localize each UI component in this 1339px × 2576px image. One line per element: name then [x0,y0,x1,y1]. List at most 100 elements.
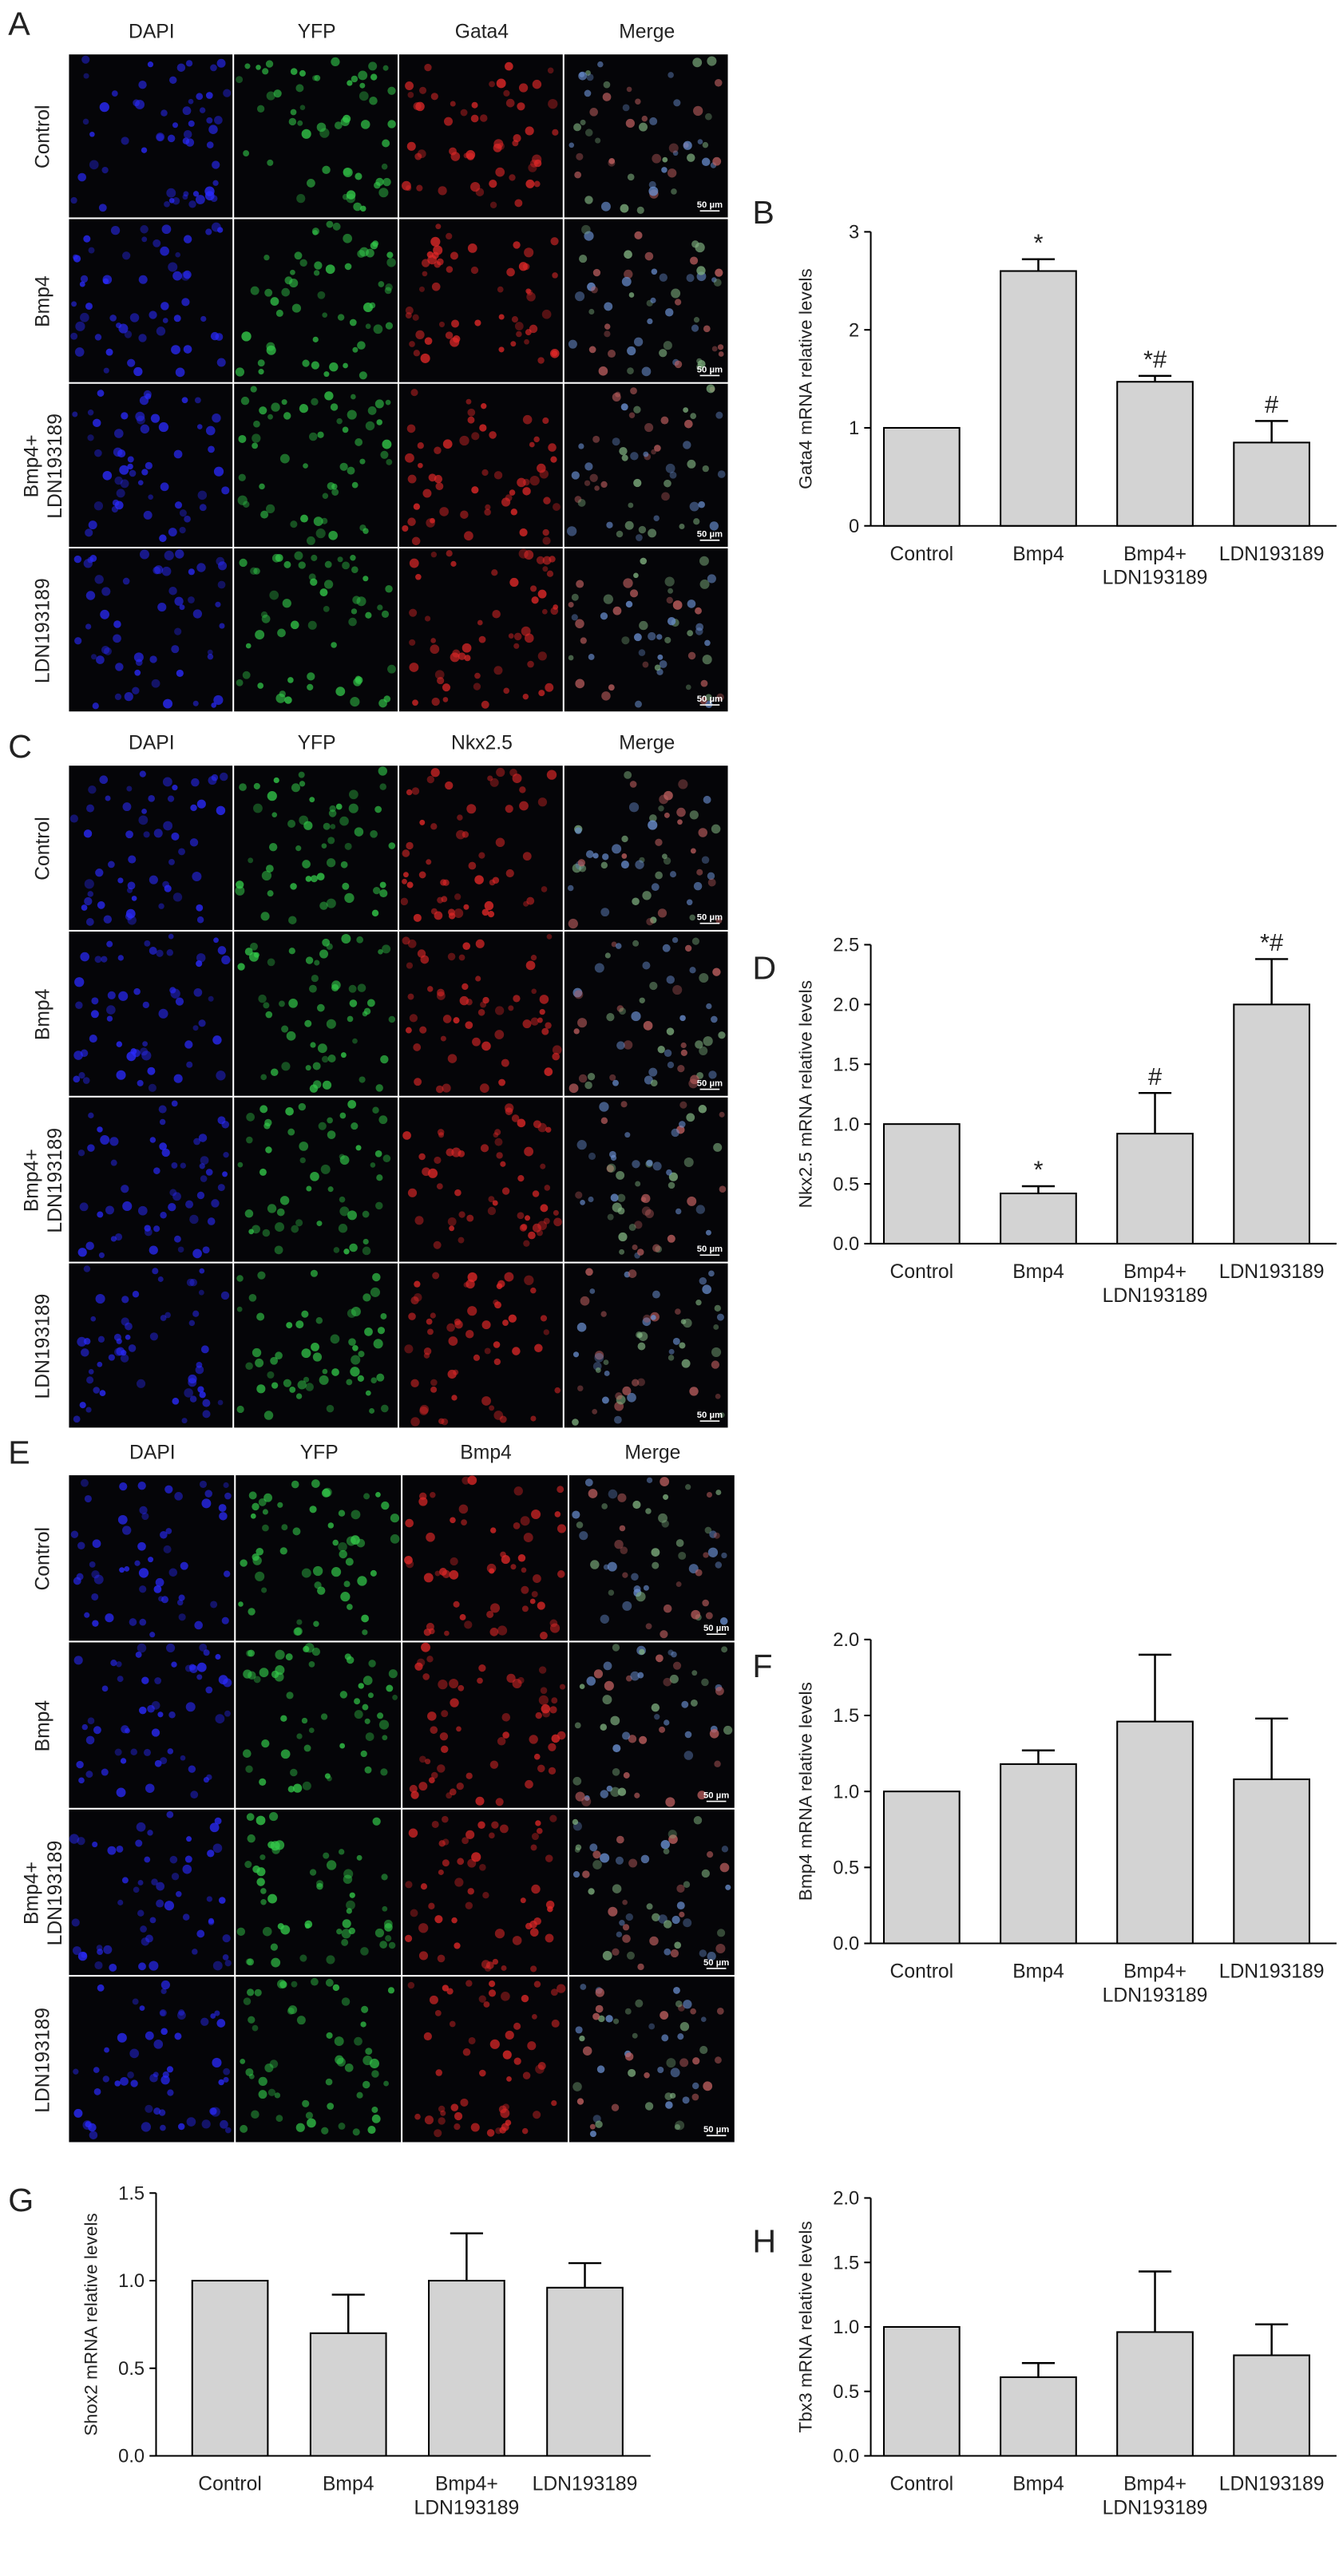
cell [120,479,129,489]
cell [201,1498,212,1509]
cell [348,803,359,813]
cell [474,672,481,679]
cell [482,1892,489,1899]
cell [668,1181,675,1189]
cell [242,1749,252,1759]
cell [213,466,224,477]
cell [467,408,476,417]
cell [622,1386,632,1395]
cell [342,426,349,433]
cell [451,319,460,328]
cell [128,1344,137,1352]
cell [248,1229,254,1235]
cell [378,698,387,708]
cell [149,1917,156,1924]
cell [91,1570,100,1579]
row-label: LDN193189 [33,1294,54,1399]
cell [74,977,85,987]
cell [168,197,175,204]
cell [453,1601,460,1608]
cell [335,803,343,810]
cell [636,1248,644,1256]
cell [121,1296,129,1304]
cell [687,630,694,637]
cell [417,442,424,449]
significance-mark: * [1033,1156,1043,1184]
cell [709,521,719,531]
cell [109,1963,117,1972]
cell [240,396,250,406]
cell [602,1950,612,1961]
cell [638,1332,648,1342]
cell [651,1548,660,1557]
cell [592,1860,602,1870]
cell [188,596,195,603]
cell [185,138,195,147]
cell [551,2099,557,2107]
cell [521,1585,529,1594]
cell [169,76,177,85]
cell [584,1081,592,1090]
cell [291,783,300,793]
cell [621,835,628,843]
cell [684,1731,692,1739]
cell [116,1338,122,1344]
cell [376,419,382,425]
cell [291,303,302,313]
cell [265,1011,273,1019]
cell [311,1977,319,1986]
cell [636,1378,645,1387]
cell [667,168,677,178]
cell [91,1593,99,1601]
cell [127,358,136,367]
cell [330,1334,340,1344]
cell [701,1678,709,1687]
cell [166,1643,176,1652]
cell [458,1211,465,1218]
cell [163,698,173,709]
scale-bar-label: 50 µm [703,1791,729,1800]
cell [671,188,677,195]
cell [494,1929,505,1939]
cell [348,1927,355,1935]
cell [572,2082,582,2091]
cell [489,778,499,787]
cell [307,620,317,630]
cell [434,1156,442,1164]
cell [290,68,298,75]
cell [470,2123,480,2132]
cell [519,786,526,793]
cell [497,1737,506,1746]
cell [634,231,643,239]
cell [97,1126,103,1133]
cell [288,948,295,955]
bar [1000,270,1077,527]
cell [305,876,312,882]
cell [683,140,692,150]
cell [552,1052,561,1061]
cell [87,1144,95,1152]
cell [101,587,111,596]
cell [633,633,642,642]
cell [343,1869,354,1879]
cell [661,1520,669,1528]
cell [668,1834,678,1844]
cell [595,137,601,144]
cell [406,424,416,433]
cell [557,1984,566,1993]
cell [414,1662,423,1671]
cell [309,797,315,803]
cell [702,1284,712,1295]
cell [266,91,275,101]
cell [579,254,588,263]
cell [97,1211,104,1218]
cell [608,1589,615,1596]
cell [362,2056,373,2066]
cell [168,262,178,272]
cell [725,1884,731,1890]
cell [215,601,221,607]
panel-letter: A [8,5,30,42]
cell [577,859,586,867]
cell [212,1035,222,1045]
cell [595,2120,603,2128]
